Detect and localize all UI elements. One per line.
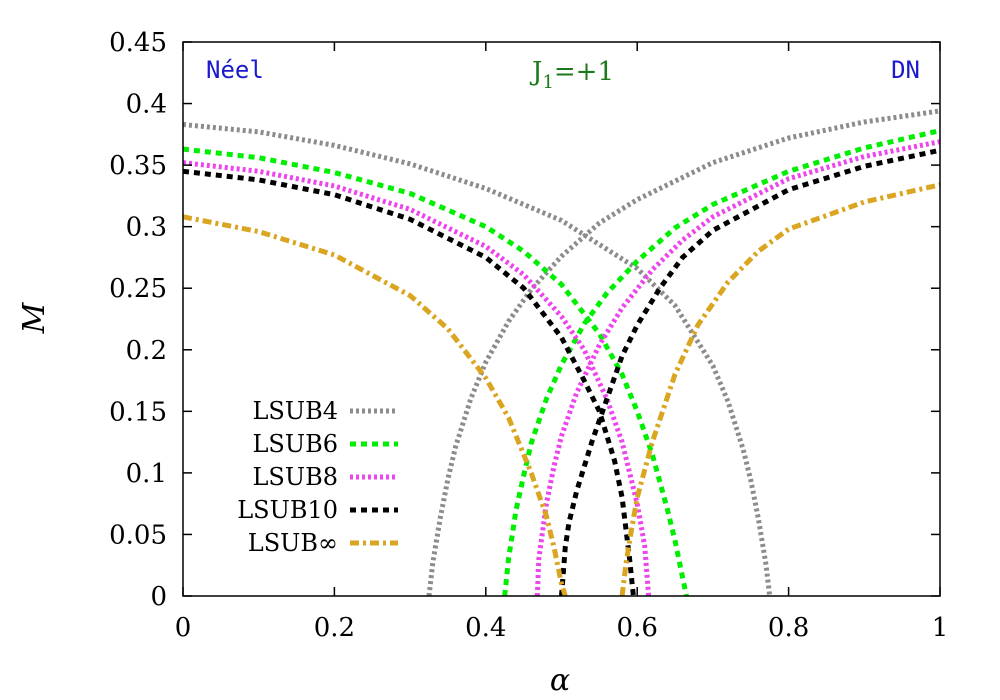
x-tick-label: 0.8 [768,613,809,643]
j1-symbol: J [529,57,542,87]
legend-label: LSUB∞ [248,529,338,557]
x-axis-title: α [550,663,570,698]
dn-phase-label: DN [891,56,920,84]
legend: LSUB4 LSUB6 LSUB8 LSUB10 LSUB∞ [237,397,398,557]
series-lsub-dn-line [619,182,941,597]
x-tick-label: 0.4 [465,613,506,643]
series-lsub10-dn-line [559,147,941,597]
y-tick-label: 0.1 [126,459,167,489]
y-tick-label: 0.45 [109,28,167,58]
series-lsub-neel-line [182,214,568,597]
plot-frame [182,41,941,597]
x-tick-label: 0 [175,613,192,643]
x-tick-label: 1 [932,613,949,643]
curves-layer [182,108,941,597]
y-tick-label: 0.35 [109,151,167,181]
neel-phase-label: Néel [206,56,264,84]
j1-value: =+1 [554,57,614,87]
x-tick-label: 0.2 [314,613,355,643]
y-tick-label: 0 [150,582,167,612]
legend-label: LSUB4 [252,397,338,425]
ticks-layer: 0 0.2 0.4 0.6 0.8 1 0 0.05 0.1 0.15 0.2 0.25 0.3 0.35… [109,28,948,643]
y-tick-label: 0.15 [109,397,167,427]
y-tick-label: 0.3 [126,213,167,243]
legend-label: LSUB8 [252,463,338,491]
legend-label: LSUB10 [237,496,338,524]
j1-coupling-label: J1=+1 [529,57,614,93]
series-lsub6-neel-line [182,146,689,597]
series-lsub8-dn-line [534,139,941,597]
y-tick-label: 0.25 [109,274,167,304]
x-tick-label: 0.6 [617,613,658,643]
y-tick-label: 0.2 [126,336,167,366]
legend-label: LSUB6 [252,430,338,458]
j1-subscript: 1 [542,72,553,93]
y-tick-label: 0.05 [109,520,167,550]
series-lsub4-dn-line [426,108,941,597]
y-tick-label: 0.4 [126,90,167,120]
series-lsub4-neel-line [182,122,773,597]
series-lsub6-dn-line [502,128,941,597]
y-axis-title: M [17,301,52,334]
